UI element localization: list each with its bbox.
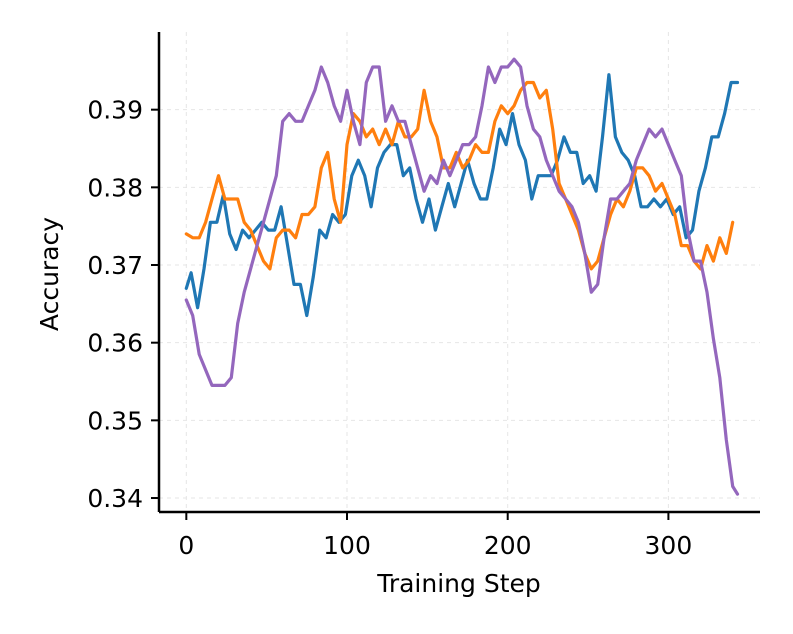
x-tick-label: 100 <box>323 531 371 560</box>
y-tick-label: 0.34 <box>87 484 143 513</box>
x-tick-label: 200 <box>484 531 532 560</box>
y-tick-label: 0.37 <box>87 251 143 280</box>
series-line-2 <box>184 80 735 271</box>
ticks: 0 100 200 300 0.34 0.35 0.36 0.37 0.38 0.39 <box>87 96 692 560</box>
y-tick-label: 0.35 <box>87 406 143 435</box>
x-tick-label: 0 <box>178 531 194 560</box>
y-axis-title: Accuracy <box>35 217 64 331</box>
y-tick-label: 0.38 <box>87 173 143 202</box>
axes <box>157 32 760 514</box>
series-line-1 <box>184 73 740 318</box>
x-tick-label: 300 <box>645 531 693 560</box>
x-axis-title: Training Step <box>376 569 541 598</box>
series-group <box>184 57 740 496</box>
y-tick-label: 0.39 <box>87 96 143 125</box>
y-tick-label: 0.36 <box>87 329 143 358</box>
series-line-3 <box>184 57 740 496</box>
